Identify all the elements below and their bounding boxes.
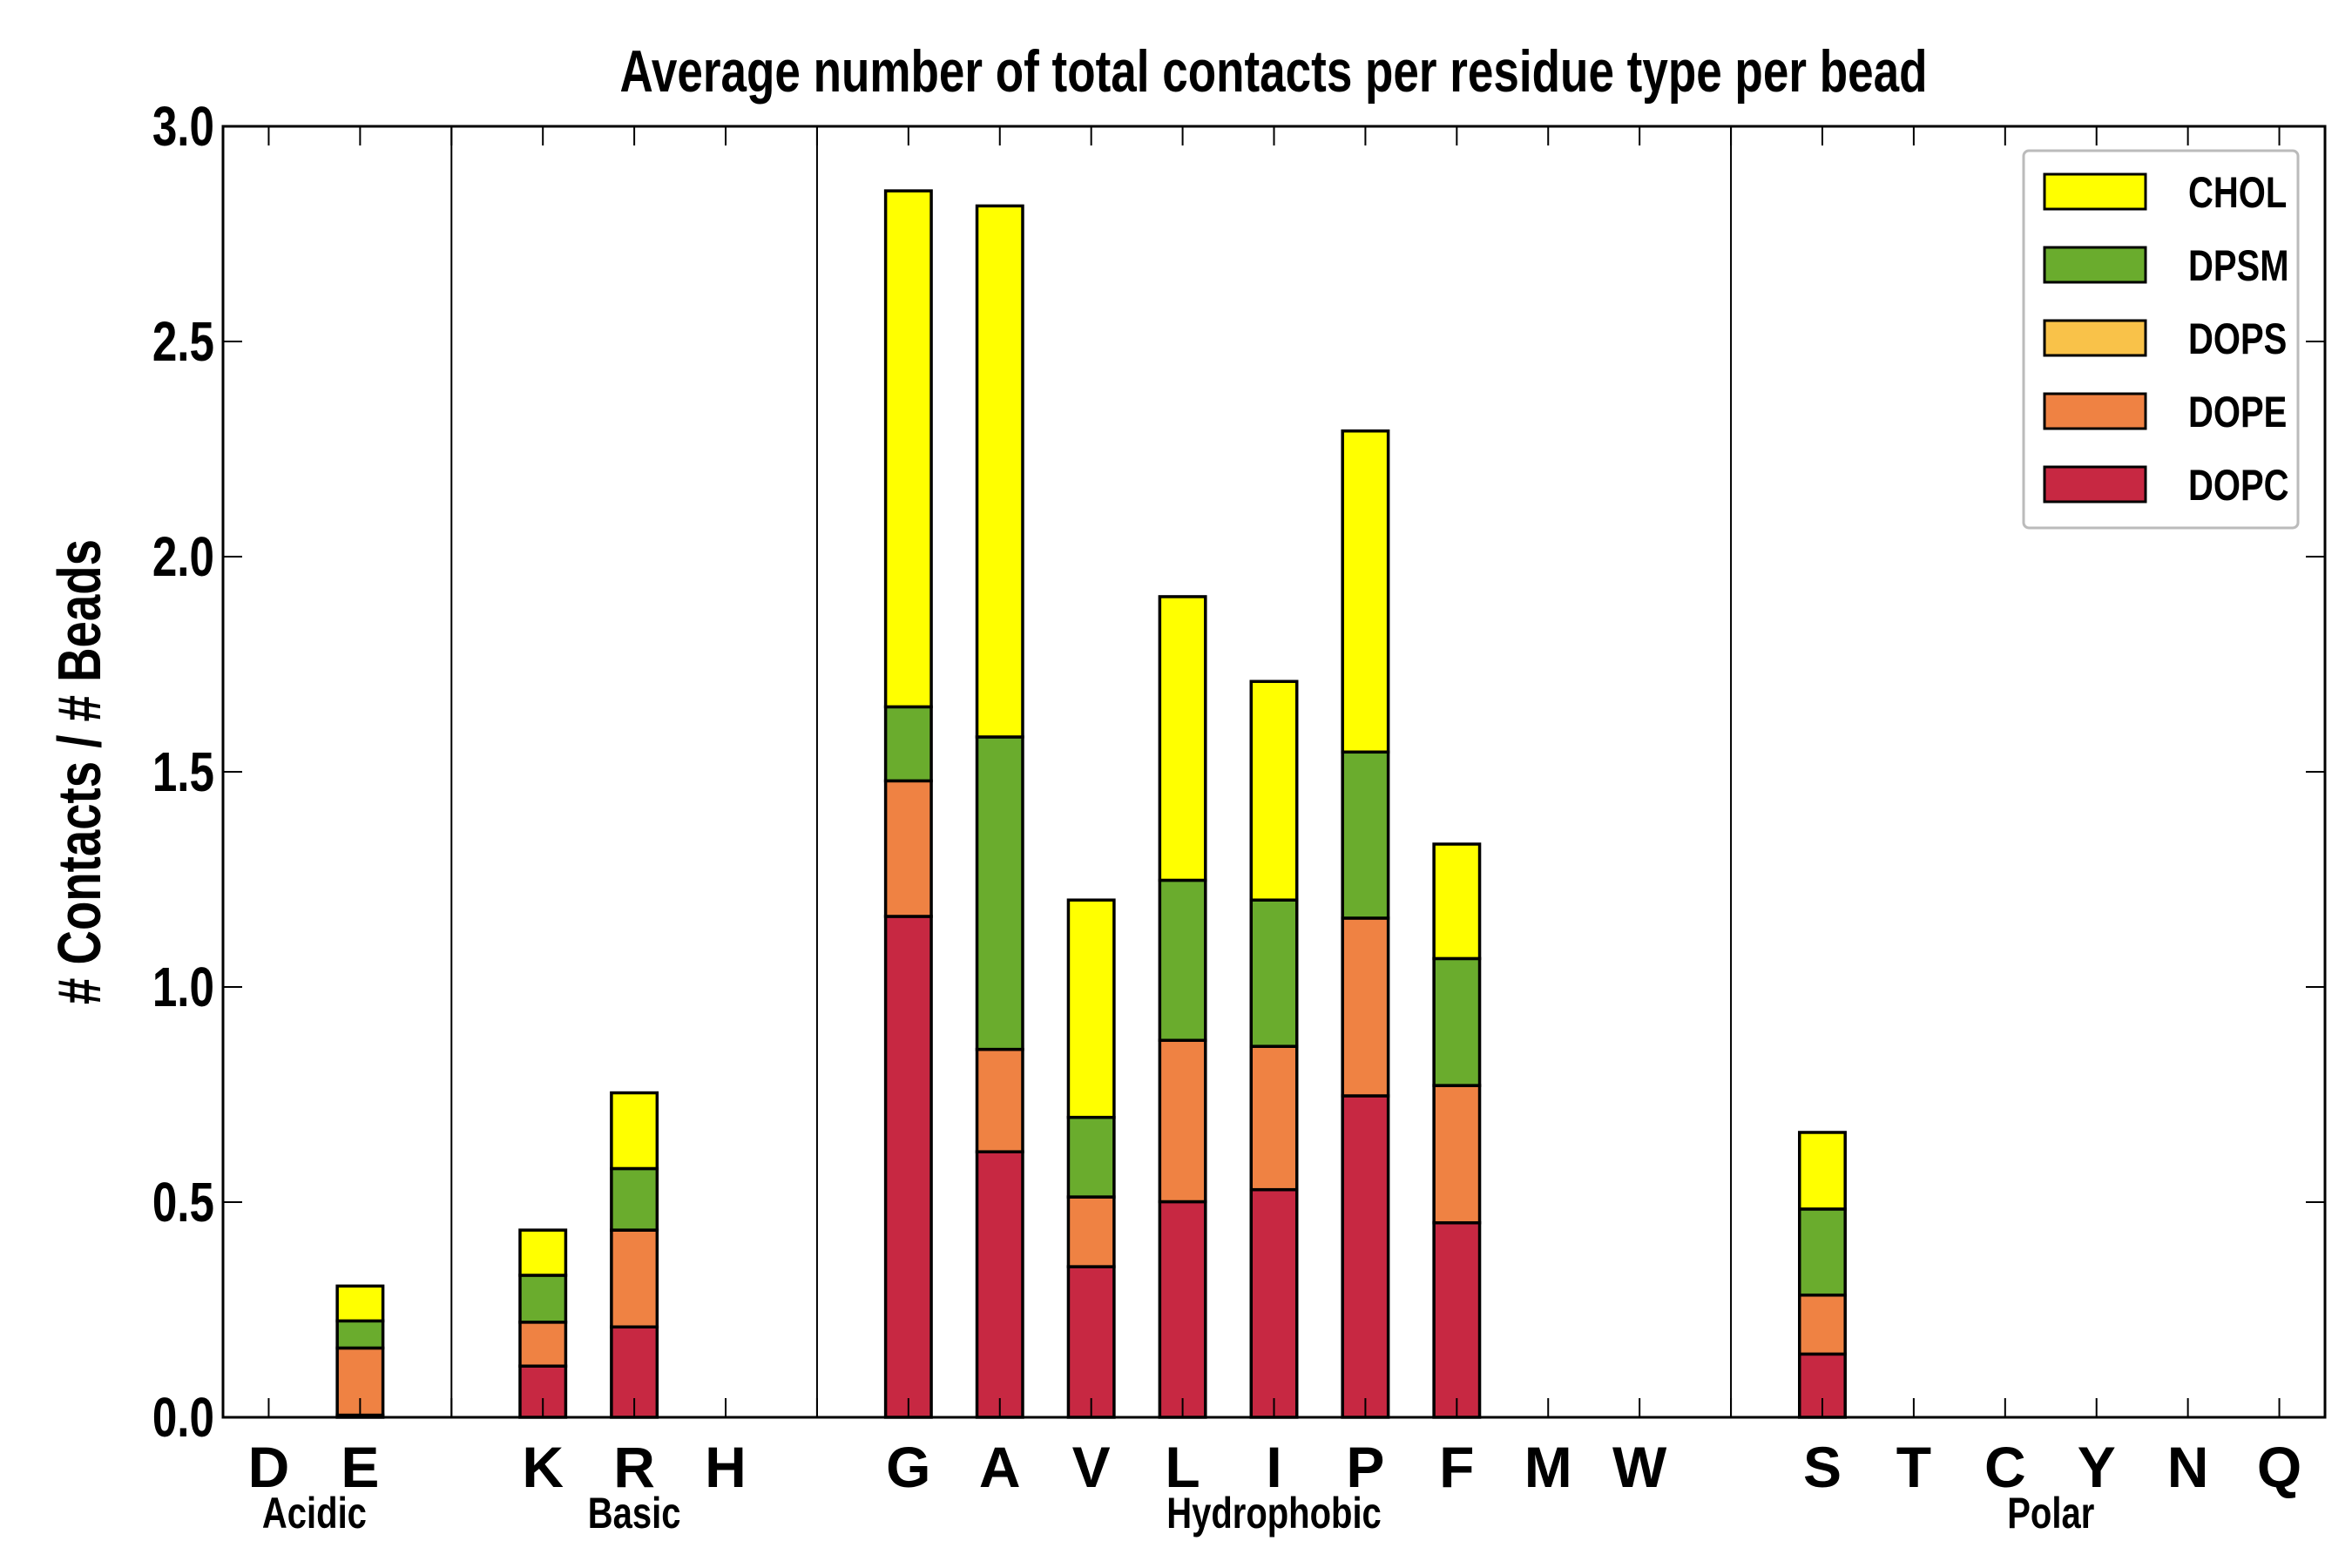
- legend: CHOL DPSM DOPS DOPE DOPC: [2022, 149, 2300, 530]
- x-tick-label: V: [1072, 1435, 1111, 1499]
- x-tick-label: F: [1439, 1435, 1474, 1499]
- legend-label: DOPE: [2188, 388, 2287, 436]
- legend-swatch-dopc: [2043, 465, 2147, 504]
- bar-segment-dope: [975, 1047, 1024, 1153]
- y-tick-label: 1.0: [152, 957, 214, 1019]
- legend-label: DOPS: [2188, 314, 2287, 363]
- bar-segment-dope: [1066, 1195, 1116, 1268]
- x-tick-label: I: [1266, 1435, 1281, 1499]
- bar-segment-dope: [1158, 1038, 1207, 1204]
- x-tick-label: G: [886, 1435, 930, 1499]
- x-tick-label: M: [1524, 1435, 1572, 1499]
- x-tick-label: P: [1346, 1435, 1384, 1499]
- bar-segment-chol: [1341, 429, 1390, 754]
- bar-segment-dope: [883, 779, 933, 918]
- bar-segment-chol: [610, 1091, 659, 1171]
- group-label: Hydrophobic: [1166, 1489, 1382, 1538]
- y-axis-label: # Contacts / # Beads: [46, 539, 114, 1004]
- x-tick-label: Y: [2078, 1435, 2116, 1499]
- bar-segment-dopc: [1432, 1220, 1482, 1419]
- legend-swatch-dpsm: [2043, 246, 2147, 284]
- legend-swatch-dops: [2043, 319, 2147, 357]
- bar-segment-dpsm: [518, 1274, 568, 1324]
- bar-segment-dpsm: [1066, 1115, 1116, 1199]
- x-tick-label: H: [705, 1435, 747, 1499]
- y-tick-label: 0.5: [152, 1173, 214, 1234]
- bar-segment-dope: [1249, 1044, 1299, 1192]
- y-tick-label: 2.0: [152, 527, 214, 589]
- bar-segment-dopc: [883, 915, 933, 1419]
- x-tick-label: N: [2167, 1435, 2209, 1499]
- bar-segment-dpsm: [1249, 898, 1299, 1048]
- bar-segment-dopc: [1158, 1200, 1207, 1419]
- bar-segment-dpsm: [1798, 1207, 1847, 1297]
- chart-title: Average number of total contacts per res…: [620, 38, 1928, 105]
- x-tick-label: L: [1165, 1435, 1200, 1499]
- legend-label: DPSM: [2188, 241, 2289, 290]
- bar-segment-dopc: [1066, 1265, 1116, 1419]
- x-tick-label: K: [522, 1435, 564, 1499]
- bar-segment-chol: [1798, 1131, 1847, 1211]
- x-tick-label: T: [1896, 1435, 1931, 1499]
- bar-segment-chol: [518, 1228, 568, 1277]
- bar-segment-chol: [335, 1284, 385, 1323]
- bar-segment-chol: [975, 204, 1024, 739]
- bar-segment-dopc: [1249, 1187, 1299, 1419]
- group-label: Basic: [588, 1489, 681, 1538]
- bar-segment-dpsm: [975, 735, 1024, 1051]
- bar-segment-chol: [1158, 595, 1207, 882]
- bar-segment-dopc: [975, 1150, 1024, 1419]
- bar-segment-dope: [518, 1321, 568, 1368]
- group-label: Polar: [2007, 1489, 2094, 1538]
- x-tick-label: A: [979, 1435, 1021, 1499]
- bar-segment-dpsm: [1432, 956, 1482, 1087]
- legend-swatch-chol: [2043, 172, 2147, 211]
- x-tick-label: R: [613, 1435, 655, 1499]
- y-tick-label: 1.5: [152, 742, 214, 804]
- y-tick-label: 3.0: [152, 97, 214, 159]
- legend-box: [2022, 149, 2300, 530]
- bar-segment-dope: [1432, 1084, 1482, 1225]
- bar-segment-dope: [610, 1228, 659, 1329]
- x-tick-label: E: [341, 1435, 379, 1499]
- x-tick-label: W: [1612, 1435, 1667, 1499]
- plot-frame: [221, 125, 2327, 1419]
- x-tick-label: Q: [2257, 1435, 2301, 1499]
- bar-segment-dope: [1798, 1293, 1847, 1356]
- bar-segment-chol: [1432, 842, 1482, 961]
- x-tick-label: C: [1984, 1435, 2026, 1499]
- y-tick-label: 2.5: [152, 312, 214, 374]
- bar-segment-dopc: [1341, 1094, 1390, 1419]
- x-tick-label: S: [1803, 1435, 1842, 1499]
- legend-label: DOPC: [2188, 461, 2289, 510]
- bar-segment-dpsm: [610, 1166, 659, 1232]
- bar-segment-chol: [883, 189, 933, 709]
- legend-label: CHOL: [2188, 168, 2287, 217]
- bar-segment-dope: [1341, 916, 1390, 1098]
- bar-segment-dpsm: [335, 1319, 385, 1350]
- bar-segment-dpsm: [883, 705, 933, 783]
- bar-segment-dpsm: [1341, 750, 1390, 920]
- x-tick-label: D: [248, 1435, 290, 1499]
- legend-swatch-dope: [2043, 392, 2147, 430]
- group-label: Acidic: [262, 1489, 367, 1538]
- bar-segment-dpsm: [1158, 878, 1207, 1043]
- bar-segment-chol: [1249, 679, 1299, 902]
- bar-segment-chol: [1066, 898, 1116, 1119]
- y-tick-label: 0.0: [152, 1388, 214, 1450]
